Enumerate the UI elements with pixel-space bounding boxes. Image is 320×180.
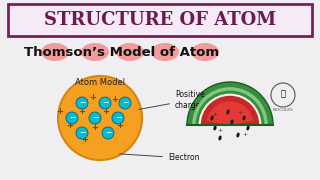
Text: +: +: [247, 123, 252, 127]
Circle shape: [102, 127, 114, 139]
Ellipse shape: [116, 43, 144, 61]
Ellipse shape: [213, 126, 217, 130]
Text: Electron: Electron: [120, 154, 199, 163]
Text: +: +: [102, 107, 109, 116]
Ellipse shape: [243, 116, 245, 120]
Circle shape: [66, 112, 78, 124]
Wedge shape: [201, 96, 259, 125]
Circle shape: [76, 127, 88, 139]
Text: −: −: [69, 114, 75, 123]
Circle shape: [119, 97, 131, 109]
Wedge shape: [187, 82, 273, 125]
Text: +: +: [242, 132, 248, 138]
Text: +: +: [82, 136, 89, 145]
Circle shape: [76, 97, 88, 109]
Text: BIOCULES: BIOCULES: [273, 108, 293, 112]
Text: +: +: [116, 120, 124, 129]
Text: +: +: [111, 96, 118, 105]
Text: −: −: [115, 114, 121, 123]
Ellipse shape: [227, 110, 229, 114]
Wedge shape: [199, 94, 261, 125]
Text: −: −: [79, 98, 85, 107]
Ellipse shape: [81, 43, 109, 61]
Ellipse shape: [191, 43, 219, 61]
Ellipse shape: [246, 126, 250, 130]
Circle shape: [99, 97, 111, 109]
Text: Positive
charge: Positive charge: [139, 90, 205, 110]
Wedge shape: [196, 91, 264, 125]
Ellipse shape: [230, 120, 234, 124]
Ellipse shape: [41, 43, 69, 61]
Text: −: −: [122, 98, 128, 107]
Text: +: +: [92, 123, 99, 132]
Circle shape: [112, 112, 124, 124]
Text: 🎓: 🎓: [281, 89, 285, 98]
Text: −: −: [79, 129, 85, 138]
Text: −: −: [105, 129, 111, 138]
Wedge shape: [207, 101, 253, 125]
Ellipse shape: [236, 132, 240, 138]
Text: Atom Model: Atom Model: [75, 78, 125, 87]
Text: −: −: [102, 98, 108, 107]
Ellipse shape: [219, 136, 221, 140]
Text: +: +: [67, 120, 74, 129]
Text: Thomson’s Model of Atom: Thomson’s Model of Atom: [24, 46, 219, 58]
Text: +: +: [237, 109, 243, 114]
Text: STRUCTURE OF ATOM: STRUCTURE OF ATOM: [44, 11, 276, 29]
Wedge shape: [192, 87, 268, 125]
Text: +: +: [212, 112, 218, 118]
Circle shape: [89, 112, 101, 124]
Text: +: +: [90, 93, 97, 102]
Circle shape: [58, 76, 142, 160]
FancyBboxPatch shape: [8, 4, 312, 36]
Text: +: +: [57, 107, 63, 116]
Text: +: +: [217, 127, 223, 132]
Ellipse shape: [151, 43, 179, 61]
Text: −: −: [92, 114, 98, 123]
Ellipse shape: [211, 116, 213, 120]
Text: +: +: [78, 107, 85, 116]
